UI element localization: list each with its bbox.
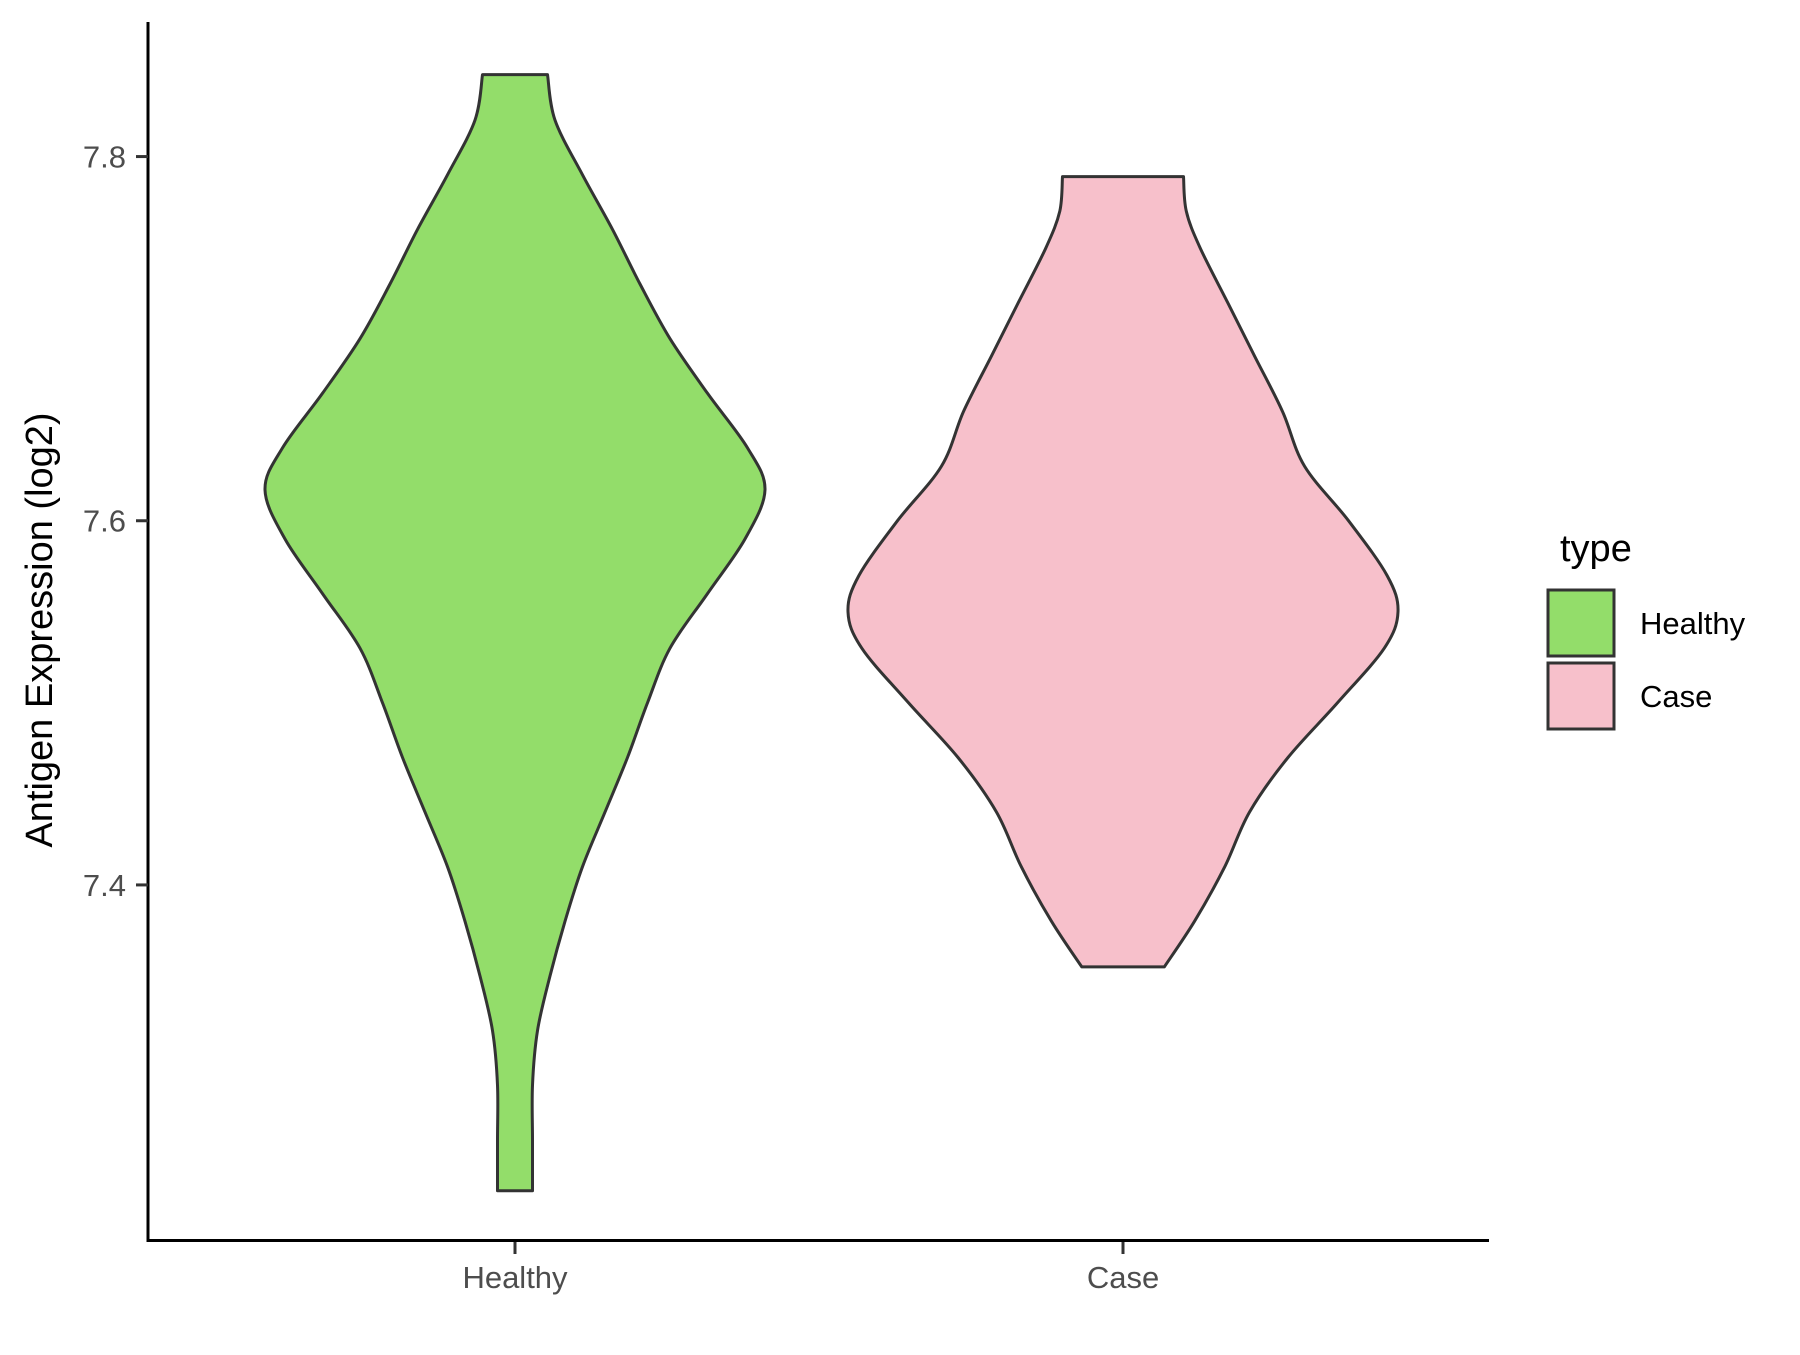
violin-case [846, 175, 1400, 969]
y-tick-label: 7.8 [83, 140, 126, 175]
legend: type Healthy Case [1546, 528, 1746, 731]
legend-label-case: Case [1640, 679, 1712, 714]
y-axis-ticks: 7.4 7.6 7.8 [83, 140, 148, 903]
legend-swatch-healthy [1546, 588, 1616, 658]
violin-layer [263, 73, 1400, 1193]
y-tick-label: 7.6 [83, 504, 126, 539]
violin-healthy [263, 73, 767, 1193]
x-tick-label: Case [1087, 1260, 1159, 1295]
legend-swatch-case [1546, 661, 1616, 731]
y-axis-title: Antigen Expression (log2) [19, 412, 61, 847]
legend-label-healthy: Healthy [1640, 606, 1746, 641]
x-tick-label: Healthy [462, 1260, 568, 1295]
x-axis-ticks: Healthy Case [462, 1242, 1159, 1295]
legend-title: type [1560, 528, 1632, 570]
y-tick-label: 7.4 [83, 868, 126, 903]
